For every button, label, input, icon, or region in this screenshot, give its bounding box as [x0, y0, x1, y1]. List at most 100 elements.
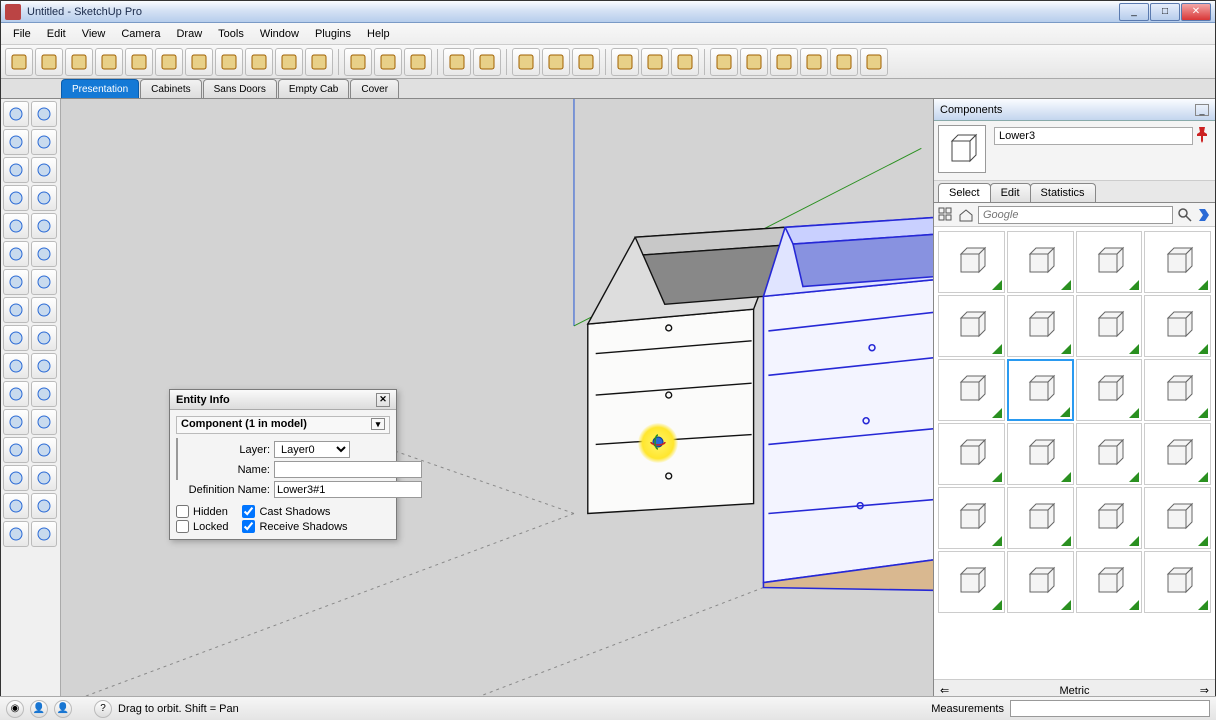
menu-help[interactable]: Help	[359, 26, 398, 42]
layer-select[interactable]: Layer0	[274, 441, 350, 458]
circle-tool[interactable]	[3, 185, 29, 211]
home-icon[interactable]	[958, 207, 974, 223]
menu-draw[interactable]: Draw	[168, 26, 210, 42]
entity-info-header[interactable]: Entity Info ✕	[170, 390, 396, 410]
paint-tool[interactable]	[31, 353, 57, 379]
component-cell-4[interactable]	[938, 295, 1005, 357]
previous-view-tool[interactable]	[3, 493, 29, 519]
warehouse-get-button[interactable]	[344, 48, 372, 76]
paste-button[interactable]	[155, 48, 183, 76]
component-cell-23[interactable]	[1144, 551, 1211, 613]
entity-info-expand-icon[interactable]: ▾	[371, 418, 385, 430]
component-cell-16[interactable]	[938, 487, 1005, 549]
explode-button[interactable]	[572, 48, 600, 76]
walk-tool[interactable]	[3, 437, 29, 463]
viewport[interactable]: Entity Info ✕ Component (1 in model) ▾ L…	[61, 99, 933, 701]
orbit-tool[interactable]	[3, 381, 29, 407]
components-tab-select[interactable]: Select	[938, 183, 991, 202]
credits2-icon[interactable]: 👤	[54, 700, 72, 718]
add-layer-button[interactable]	[443, 48, 471, 76]
scene-tab-4[interactable]: Cover	[350, 79, 399, 98]
delete-button[interactable]	[185, 48, 213, 76]
open-button[interactable]	[35, 48, 63, 76]
copy-button[interactable]	[125, 48, 153, 76]
menu-plugins[interactable]: Plugins	[307, 26, 359, 42]
maximize-button[interactable]: □	[1150, 3, 1180, 21]
component-cell-13[interactable]	[1007, 423, 1074, 485]
pan-tool[interactable]	[31, 381, 57, 407]
dimension-tool[interactable]	[3, 325, 29, 351]
name-input[interactable]	[274, 461, 422, 478]
component-cell-9[interactable]	[1007, 359, 1074, 421]
component-pin-icon[interactable]	[1193, 125, 1211, 143]
component-cell-11[interactable]	[1144, 359, 1211, 421]
section-tool[interactable]	[3, 465, 29, 491]
freehand-tool[interactable]	[31, 129, 57, 155]
group-button[interactable]	[542, 48, 570, 76]
component-cell-14[interactable]	[1076, 423, 1143, 485]
scene-tab-2[interactable]: Sans Doors	[203, 79, 277, 98]
component-cell-7[interactable]	[1144, 295, 1211, 357]
component-cell-8[interactable]	[938, 359, 1005, 421]
component-cell-3[interactable]	[1144, 231, 1211, 293]
protractor-tool[interactable]	[31, 297, 57, 323]
followme-tool[interactable]	[31, 213, 57, 239]
menu-tools[interactable]: Tools	[210, 26, 252, 42]
select-tool[interactable]	[3, 101, 29, 127]
xray-button[interactable]	[671, 48, 699, 76]
component-name-field[interactable]	[994, 127, 1193, 145]
component-cell-10[interactable]	[1076, 359, 1143, 421]
shadows-button[interactable]	[611, 48, 639, 76]
fog-button[interactable]	[641, 48, 669, 76]
lookaround-tool[interactable]	[31, 437, 57, 463]
scale-tool[interactable]	[3, 269, 29, 295]
rectangle-tool[interactable]	[3, 157, 29, 183]
pushpull-tool[interactable]	[3, 213, 29, 239]
model-info-button[interactable]	[305, 48, 333, 76]
cut-button[interactable]	[95, 48, 123, 76]
back-button[interactable]	[830, 48, 858, 76]
components-panel-collapse-icon[interactable]: _	[1195, 104, 1209, 116]
move-tool[interactable]	[3, 241, 29, 267]
sandbox-tool[interactable]	[31, 521, 57, 547]
components-tab-edit[interactable]: Edit	[990, 183, 1031, 202]
measurements-input[interactable]	[1010, 700, 1210, 717]
offset-tool[interactable]	[31, 269, 57, 295]
component-cell-18[interactable]	[1076, 487, 1143, 549]
hidden-checkbox[interactable]: Hidden	[176, 505, 228, 518]
tape-tool[interactable]	[3, 297, 29, 323]
scene-tab-3[interactable]: Empty Cab	[278, 79, 349, 98]
entity-info-panel[interactable]: Entity Info ✕ Component (1 in model) ▾ L…	[169, 389, 397, 540]
component-cell-22[interactable]	[1076, 551, 1143, 613]
iso-button[interactable]	[710, 48, 738, 76]
components-tab-statistics[interactable]: Statistics	[1030, 183, 1096, 202]
extension-button[interactable]	[404, 48, 432, 76]
component-cell-1[interactable]	[1007, 231, 1074, 293]
print-button[interactable]	[275, 48, 303, 76]
text-tool[interactable]	[31, 325, 57, 351]
search-go-icon[interactable]	[1197, 207, 1211, 223]
component-cell-15[interactable]	[1144, 423, 1211, 485]
menu-window[interactable]: Window	[252, 26, 307, 42]
component-cell-19[interactable]	[1144, 487, 1211, 549]
component-cell-17[interactable]	[1007, 487, 1074, 549]
top-button[interactable]	[740, 48, 768, 76]
geolocation-icon[interactable]: ◉	[6, 700, 24, 718]
menu-edit[interactable]: Edit	[39, 26, 74, 42]
front-button[interactable]	[770, 48, 798, 76]
layer-vis-button[interactable]	[473, 48, 501, 76]
component-button[interactable]	[512, 48, 540, 76]
save-button[interactable]	[65, 48, 93, 76]
undo-button[interactable]	[215, 48, 243, 76]
component-cell-0[interactable]	[938, 231, 1005, 293]
menu-file[interactable]: File	[5, 26, 39, 42]
component-cell-5[interactable]	[1007, 295, 1074, 357]
axes-tool[interactable]	[3, 353, 29, 379]
search-icon[interactable]	[1177, 207, 1193, 223]
components-search-input[interactable]	[978, 206, 1173, 224]
entity-info-close-icon[interactable]: ✕	[376, 393, 390, 407]
polygon-tool[interactable]	[31, 185, 57, 211]
eraser-tool[interactable]	[31, 101, 57, 127]
component-cell-6[interactable]	[1076, 295, 1143, 357]
next-view-tool[interactable]	[31, 493, 57, 519]
